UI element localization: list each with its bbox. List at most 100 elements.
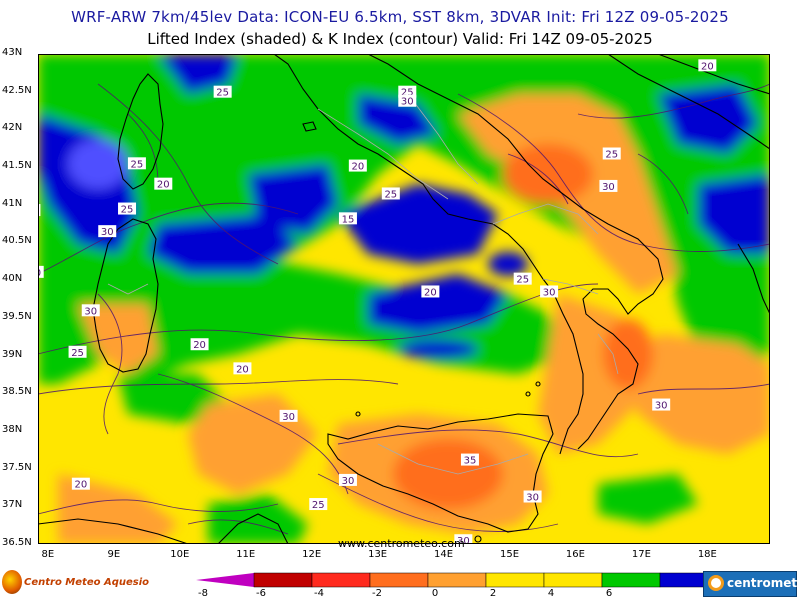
lon-tick-label: 11E bbox=[236, 549, 256, 560]
contour-label: 25 bbox=[309, 498, 328, 511]
field-red-calabria bbox=[603, 319, 653, 389]
field-green-ionian bbox=[598, 474, 698, 524]
contour-label: 25 bbox=[68, 345, 87, 359]
lat-tick-label: 39.5N bbox=[2, 310, 32, 322]
svg-text:20: 20 bbox=[38, 268, 41, 279]
lon-tick-label: 12E bbox=[302, 549, 322, 560]
colorbar-tick-label: -4 bbox=[314, 588, 324, 599]
coast-peninsula-east bbox=[367, 54, 664, 450]
colorbar-segment bbox=[543, 572, 603, 588]
svg-text:15: 15 bbox=[342, 214, 355, 225]
contour-label: 20 bbox=[154, 177, 173, 191]
coastlines bbox=[38, 54, 770, 544]
lon-tick-label: 16E bbox=[565, 549, 585, 560]
svg-text:25: 25 bbox=[401, 88, 414, 99]
centrometeo-logo[interactable]: centrometeo bbox=[703, 571, 800, 597]
contour-label: 20 bbox=[698, 59, 717, 72]
field-red-sicily bbox=[393, 439, 503, 509]
island-elba bbox=[302, 121, 317, 132]
lat-tick-label: 41.5N bbox=[2, 160, 32, 172]
svg-text:30: 30 bbox=[457, 536, 470, 544]
island-eolie2 bbox=[535, 381, 541, 387]
coast-africa bbox=[38, 518, 189, 544]
contour-label: 25 bbox=[118, 202, 137, 216]
svg-text:25: 25 bbox=[216, 88, 229, 99]
contour-label: 20 bbox=[233, 362, 252, 375]
colorbar bbox=[196, 572, 757, 588]
contour-label: 35 bbox=[460, 453, 479, 467]
island-eolie1 bbox=[525, 391, 531, 397]
colorbar-tick-label: -8 bbox=[198, 588, 208, 599]
contour-label: 25 bbox=[602, 147, 621, 161]
svg-text:30: 30 bbox=[655, 401, 668, 412]
k-index-contours bbox=[38, 83, 770, 535]
contour-label: 30 bbox=[338, 473, 357, 487]
field-lightblue-sardinia bbox=[68, 139, 128, 189]
contour-label: 20 bbox=[38, 204, 41, 217]
contour-label: 30 bbox=[454, 534, 473, 544]
contour-label: 30 bbox=[599, 179, 618, 193]
lon-tick-label: 13E bbox=[368, 549, 388, 560]
svg-text:30: 30 bbox=[543, 287, 556, 298]
watermark-url: www.centrometeo.com bbox=[338, 537, 465, 550]
contour-label: 20 bbox=[190, 338, 209, 351]
coast-tunisia bbox=[217, 513, 289, 544]
centro-meteo-aquesio-logo: Centro Meteo Aquesio bbox=[2, 570, 149, 596]
lat-tick-label: 40N bbox=[2, 273, 23, 285]
svg-text:25: 25 bbox=[121, 205, 134, 216]
field-blue-ne bbox=[658, 84, 758, 154]
lat-tick-label: 38N bbox=[2, 423, 23, 435]
sun-logo-icon bbox=[2, 570, 22, 594]
contour-label: 30 bbox=[98, 225, 117, 238]
field-orange-sardinia bbox=[78, 304, 158, 374]
lat-tick-label: 41N bbox=[2, 197, 23, 209]
lat-tick-label: 42.5N bbox=[2, 84, 32, 96]
map-title-line2: Lifted Index (shaded) & K Index (contour… bbox=[147, 30, 653, 48]
contour-label: 20 bbox=[348, 159, 367, 173]
svg-text:20: 20 bbox=[424, 287, 437, 298]
field-blue-spot1 bbox=[398, 339, 478, 359]
colorbar-tick-label: 0 bbox=[431, 588, 439, 599]
colorbar-segment bbox=[196, 573, 254, 587]
svg-text:25: 25 bbox=[312, 500, 325, 511]
lon-tick-label: 14E bbox=[434, 549, 454, 560]
lat-tick-label: 37N bbox=[2, 499, 23, 511]
lon-tick-label: 10E bbox=[170, 549, 190, 560]
colorbar-tick-label: 6 bbox=[605, 588, 613, 599]
lon-tick-label: 17E bbox=[631, 549, 651, 560]
lat-tick-label: 38.5N bbox=[2, 386, 32, 398]
svg-text:25: 25 bbox=[131, 159, 144, 170]
coast-balkans bbox=[607, 54, 770, 150]
svg-text:25: 25 bbox=[71, 348, 84, 359]
colorbar-tick-label: -2 bbox=[372, 588, 382, 599]
lon-tick-label: 15E bbox=[499, 549, 520, 560]
field-orange-sw bbox=[58, 474, 178, 544]
svg-text:20: 20 bbox=[157, 180, 170, 191]
field-blue-tyrr2 bbox=[148, 214, 298, 274]
field-orange-east bbox=[628, 334, 770, 454]
contour-label: 30 bbox=[523, 490, 542, 504]
lon-tick-label: 9E bbox=[107, 549, 121, 560]
contour-label: 25 bbox=[398, 85, 417, 99]
island-ustica bbox=[355, 411, 361, 417]
region-borders bbox=[107, 93, 619, 475]
contour-label: 20 bbox=[38, 265, 44, 279]
svg-text:30: 30 bbox=[342, 476, 355, 487]
coast-peninsula-west bbox=[273, 54, 584, 455]
svg-text:25: 25 bbox=[384, 189, 397, 200]
colorbar-tick-label: 4 bbox=[547, 588, 555, 599]
contour-label: 30 bbox=[279, 409, 298, 423]
contour-label: 30 bbox=[652, 398, 671, 412]
lat-tick-label: 43N bbox=[2, 47, 23, 58]
colorbar-segment bbox=[601, 572, 661, 588]
colorbar-segment bbox=[253, 572, 313, 588]
contour-label-layer: 2025253025202025302520251530202530203020… bbox=[38, 59, 717, 544]
contour-label: 30 bbox=[398, 94, 417, 108]
svg-text:25: 25 bbox=[516, 275, 529, 286]
colorbar-segment bbox=[485, 572, 545, 588]
svg-text:30: 30 bbox=[84, 306, 97, 317]
lat-tick-label: 36.5N bbox=[2, 537, 32, 548]
svg-text:20: 20 bbox=[236, 364, 249, 375]
svg-text:30: 30 bbox=[602, 182, 615, 193]
svg-text:20: 20 bbox=[701, 61, 714, 72]
